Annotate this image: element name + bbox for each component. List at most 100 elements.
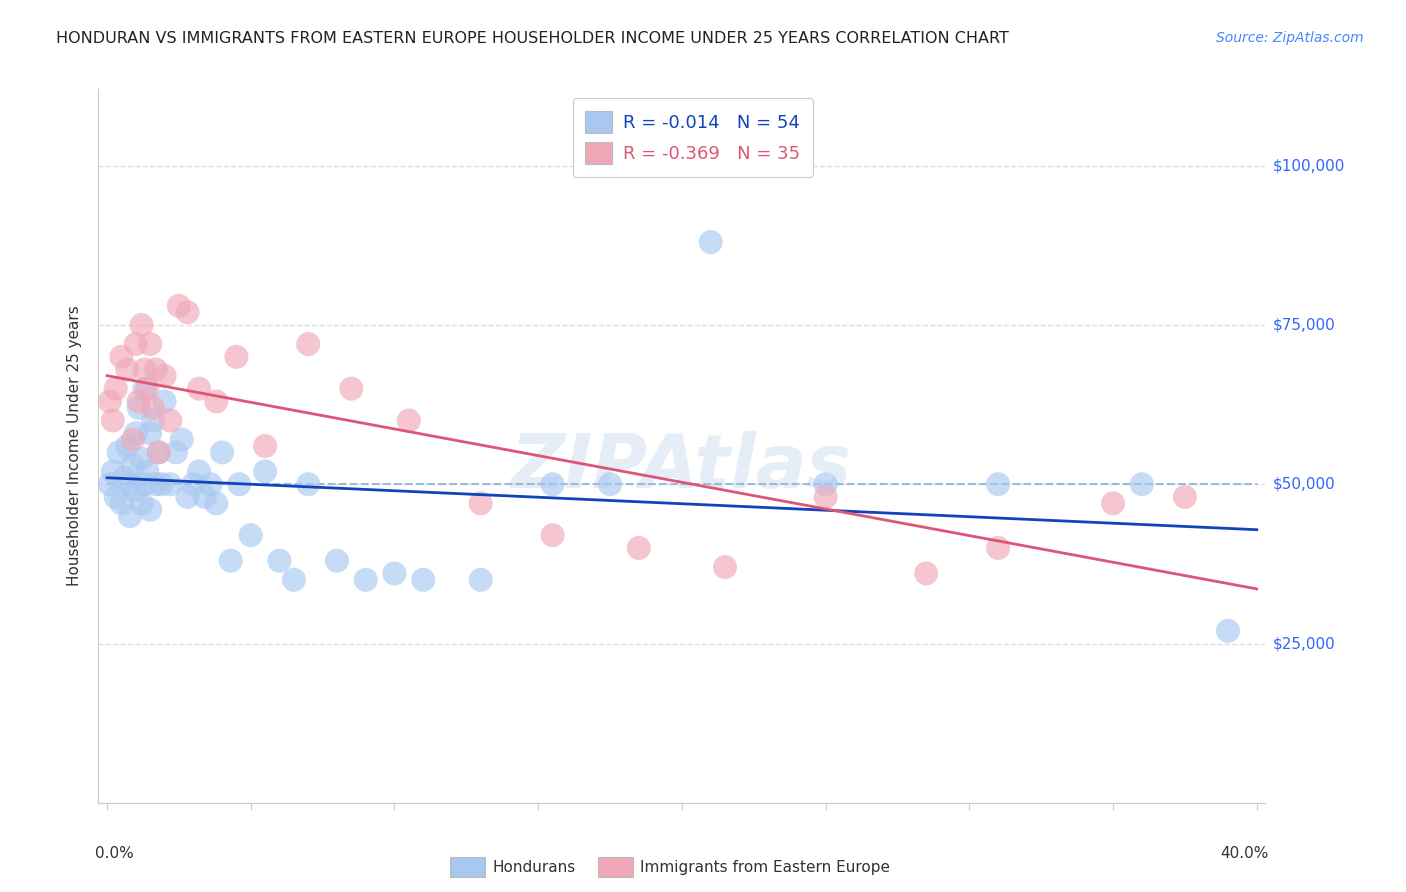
Point <box>354 573 377 587</box>
Point <box>269 554 291 568</box>
Point <box>122 458 145 472</box>
Point <box>104 382 127 396</box>
Point <box>153 368 176 383</box>
Point <box>254 465 277 479</box>
Text: $75,000: $75,000 <box>1272 318 1336 333</box>
Point <box>297 477 319 491</box>
Text: $25,000: $25,000 <box>1272 636 1336 651</box>
Point <box>134 382 156 396</box>
Point <box>205 394 228 409</box>
Text: 0.0%: 0.0% <box>96 846 134 861</box>
Text: Source: ZipAtlas.com: Source: ZipAtlas.com <box>1216 31 1364 45</box>
Point <box>326 554 349 568</box>
Point <box>814 490 837 504</box>
Point <box>228 477 250 491</box>
Point <box>1102 496 1125 510</box>
Point <box>139 337 162 351</box>
Point <box>139 426 162 441</box>
Point <box>142 401 165 415</box>
Point <box>412 573 434 587</box>
Point <box>340 382 363 396</box>
Point <box>714 560 737 574</box>
Point <box>125 426 148 441</box>
Point <box>112 471 135 485</box>
Point <box>150 477 173 491</box>
Point <box>115 362 138 376</box>
Point <box>98 477 121 491</box>
Point <box>541 528 564 542</box>
Point <box>131 451 153 466</box>
Point <box>987 477 1010 491</box>
Point <box>194 490 217 504</box>
Y-axis label: Householder Income Under 25 years: Householder Income Under 25 years <box>67 306 83 586</box>
Point <box>128 394 150 409</box>
Point <box>148 445 170 459</box>
Point <box>142 413 165 427</box>
Text: 40.0%: 40.0% <box>1220 846 1268 861</box>
Point <box>118 509 141 524</box>
Text: ZIPAtlas: ZIPAtlas <box>512 431 852 504</box>
Point <box>101 465 124 479</box>
Point <box>134 362 156 376</box>
Point <box>131 496 153 510</box>
Point <box>165 445 187 459</box>
Point <box>699 235 721 249</box>
Point <box>159 413 181 427</box>
Point <box>128 401 150 415</box>
Point <box>107 445 129 459</box>
Point <box>211 445 233 459</box>
Point <box>101 413 124 427</box>
Point <box>134 477 156 491</box>
Point <box>125 337 148 351</box>
Point <box>254 439 277 453</box>
Point <box>239 528 262 542</box>
Point <box>145 362 167 376</box>
Text: Immigrants from Eastern Europe: Immigrants from Eastern Europe <box>640 860 890 874</box>
Text: HONDURAN VS IMMIGRANTS FROM EASTERN EUROPE HOUSEHOLDER INCOME UNDER 25 YEARS COR: HONDURAN VS IMMIGRANTS FROM EASTERN EURO… <box>56 31 1010 46</box>
Point <box>297 337 319 351</box>
Point <box>283 573 305 587</box>
Point <box>125 483 148 498</box>
Point <box>398 413 420 427</box>
Legend: R = -0.014   N = 54, R = -0.369   N = 35: R = -0.014 N = 54, R = -0.369 N = 35 <box>572 98 813 177</box>
Point <box>599 477 621 491</box>
Point <box>181 477 204 491</box>
Point <box>159 477 181 491</box>
Point <box>915 566 938 581</box>
Point <box>104 490 127 504</box>
Point <box>145 477 167 491</box>
Point <box>110 350 132 364</box>
Point <box>148 445 170 459</box>
Point <box>188 465 211 479</box>
Point <box>1216 624 1239 638</box>
Point <box>470 496 492 510</box>
Point <box>384 566 406 581</box>
Point <box>153 394 176 409</box>
Point <box>98 394 121 409</box>
Point <box>1174 490 1197 504</box>
Point <box>814 477 837 491</box>
Point <box>136 382 159 396</box>
Text: Hondurans: Hondurans <box>492 860 575 874</box>
Point <box>118 477 141 491</box>
Point <box>131 318 153 332</box>
Point <box>470 573 492 587</box>
Point <box>987 541 1010 555</box>
Point <box>122 433 145 447</box>
Point <box>541 477 564 491</box>
Point <box>200 477 222 491</box>
Point <box>136 465 159 479</box>
Point <box>1130 477 1153 491</box>
Point <box>170 433 193 447</box>
Text: $50,000: $50,000 <box>1272 476 1336 491</box>
Point <box>139 502 162 516</box>
Point <box>219 554 242 568</box>
Point <box>188 382 211 396</box>
Point <box>176 490 198 504</box>
Point <box>225 350 247 364</box>
Point <box>176 305 198 319</box>
Point <box>205 496 228 510</box>
Point <box>110 496 132 510</box>
Point <box>627 541 650 555</box>
Point <box>115 439 138 453</box>
